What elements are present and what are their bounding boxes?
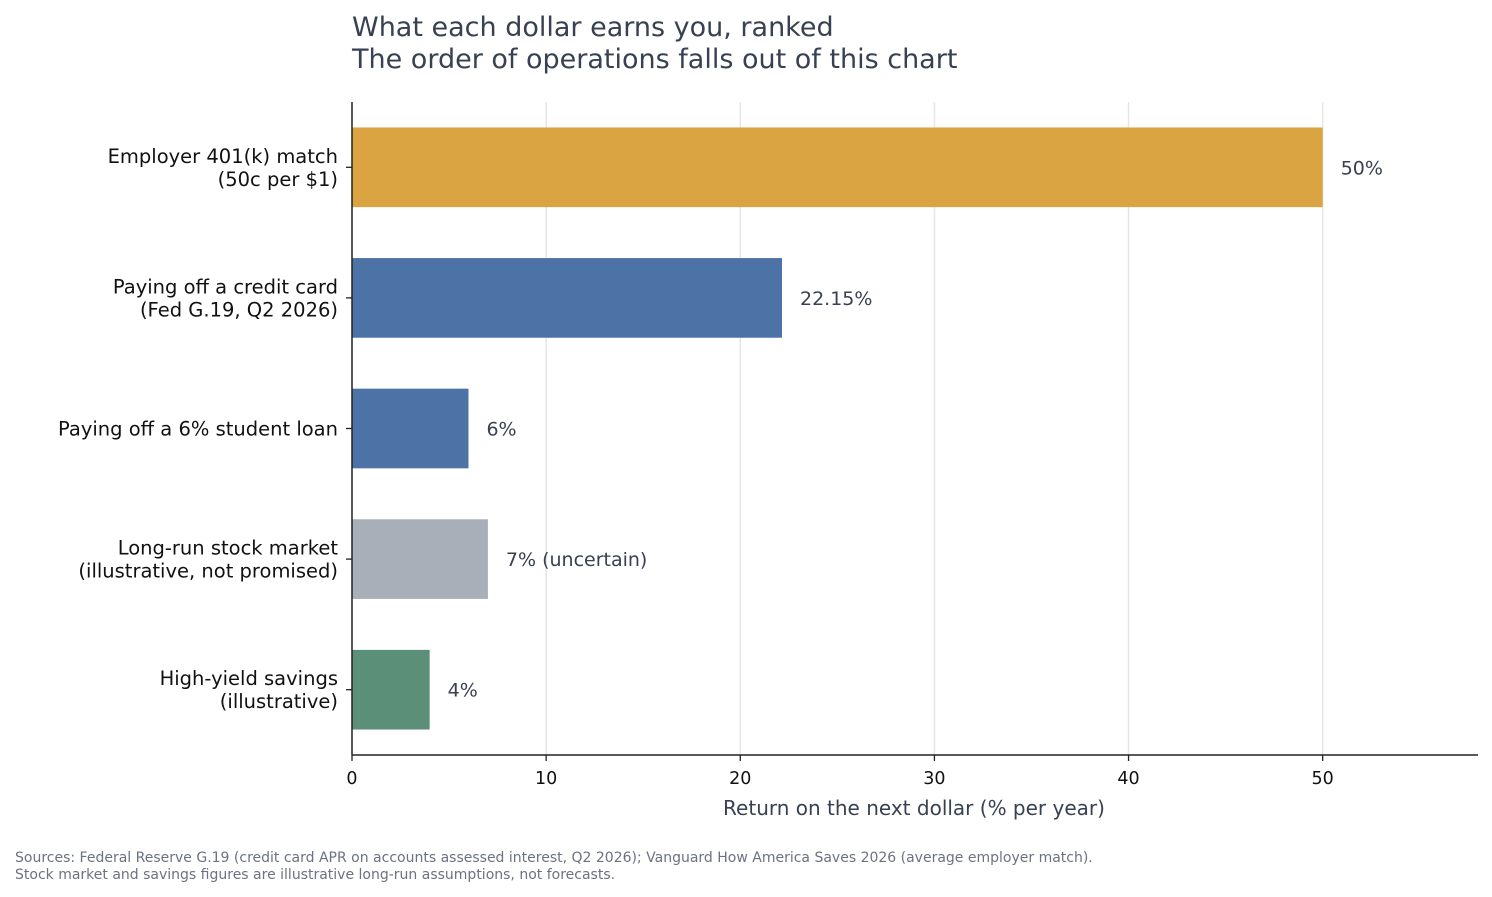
x-tick-label: 10 — [535, 769, 557, 789]
x-tick-label: 20 — [729, 769, 751, 789]
x-tick-label: 0 — [346, 769, 357, 789]
category-label: Paying off a credit card — [113, 275, 338, 298]
x-tick-label: 30 — [923, 769, 945, 789]
value-label: 22.15% — [800, 288, 872, 310]
bar — [352, 519, 488, 599]
value-label: 7% (uncertain) — [506, 549, 647, 571]
category-label: (Fed G.19, Q2 2026) — [140, 298, 338, 321]
chart-subtitle: The order of operations falls out of thi… — [351, 44, 957, 75]
category-label: Long-run stock market — [118, 537, 339, 560]
value-label: 4% — [448, 680, 478, 702]
category-label: (illustrative, not promised) — [78, 560, 338, 583]
x-axis-title: Return on the next dollar (% per year) — [723, 796, 1105, 820]
x-tick-label: 40 — [1117, 769, 1139, 789]
gridlines — [545, 102, 1324, 755]
category-label: High-yield savings — [160, 667, 338, 690]
footnote-line-1: Sources: Federal Reserve G.19 (credit ca… — [15, 850, 1093, 866]
bar — [352, 388, 469, 469]
axes: Employer 401(k) match(50c per $1) Paying … — [58, 102, 1478, 789]
category-label: (50c per $1) — [218, 168, 338, 191]
chart-title: What each dollar earns you, ranked — [352, 12, 834, 43]
bar — [352, 258, 783, 338]
bar — [352, 127, 1323, 208]
footnote-line-2: Stock market and savings figures are ill… — [15, 867, 615, 883]
category-label: Employer 401(k) match — [108, 145, 338, 168]
x-tick-label: 50 — [1312, 769, 1334, 789]
category-label: (illustrative) — [220, 690, 338, 713]
value-label: 50% — [1341, 157, 1383, 179]
bar — [352, 649, 430, 730]
bars: 50% 22.15% 6% 7% (uncertain) 4% — [352, 127, 1383, 730]
category-label: Paying off a 6% student loan — [58, 418, 338, 441]
value-label: 6% — [486, 419, 516, 441]
